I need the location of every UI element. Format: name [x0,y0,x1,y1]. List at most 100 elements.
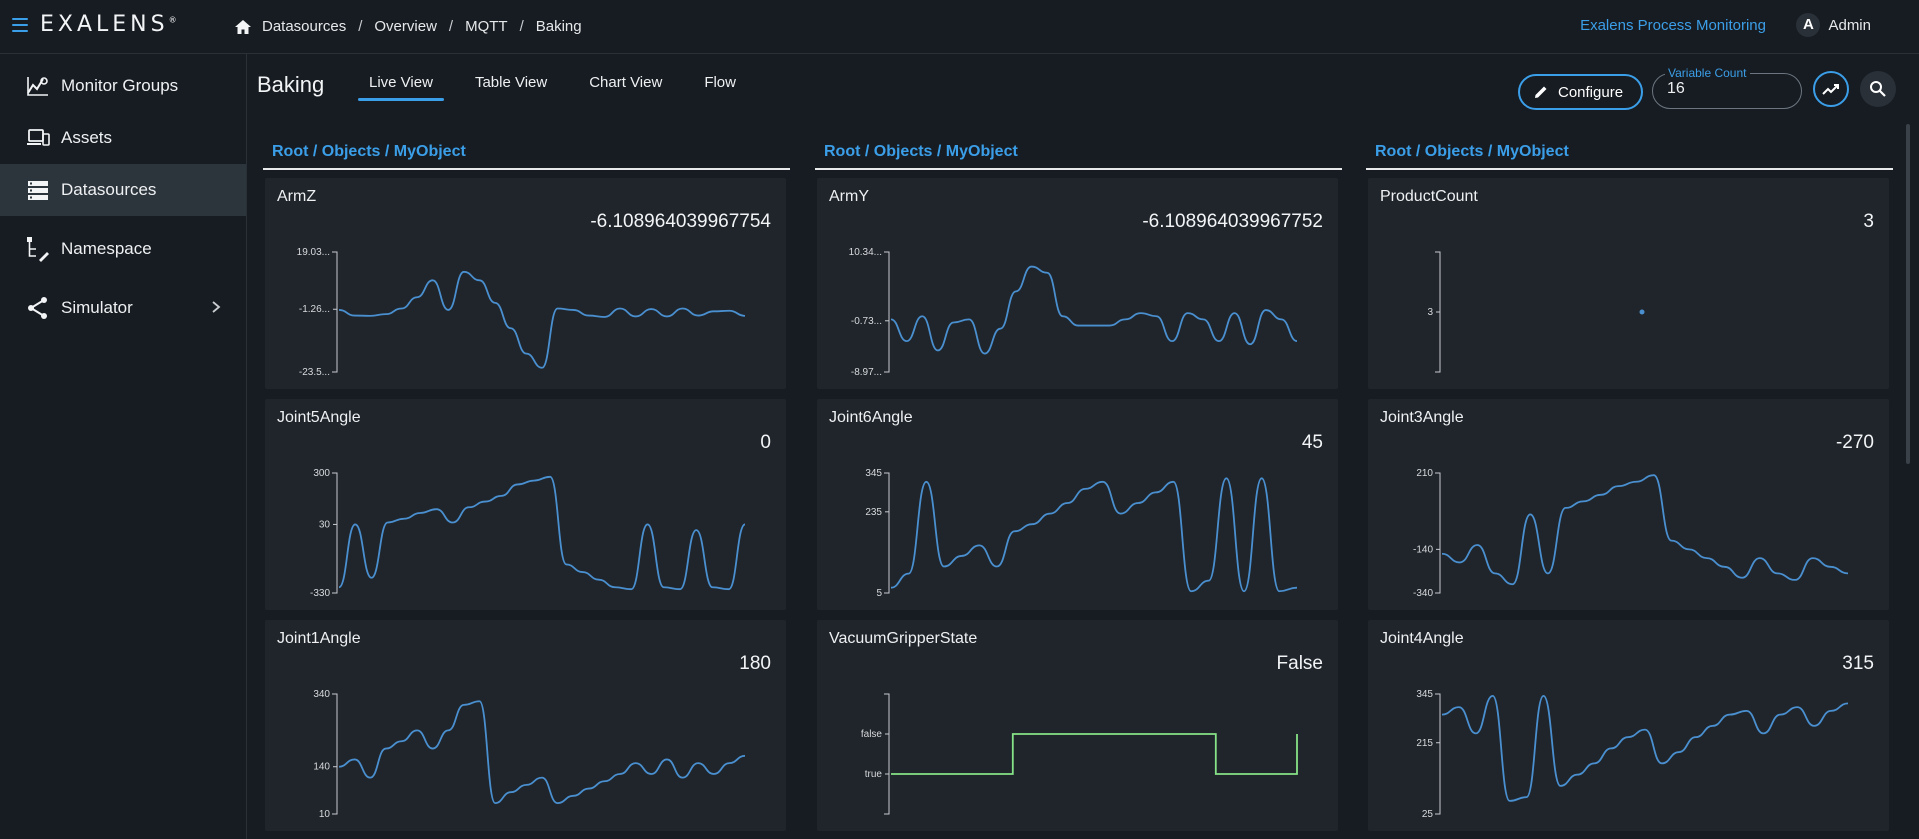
sidebar-item-label: Monitor Groups [61,76,179,95]
sparkline-chart: 3 [1427,251,1645,373]
y-tick-label: 10 [319,809,331,820]
value-trend-line [338,270,746,369]
y-tick-label: 345 [1416,689,1433,700]
breadcrumb-overview[interactable]: Overview [374,18,437,35]
breadcrumb-mqtt[interactable]: MQTT [465,18,508,35]
variable-name: Joint5Angle [277,409,361,426]
main-content: Baking Live View Table View Chart View F… [248,54,1919,839]
sparkline-chart: 10.34... -0.73... -8.97... [849,247,1298,378]
page-title: Baking [257,72,325,97]
sparkline-chart: 345 215 25 [1416,689,1849,820]
y-tick-label: 19.03... [297,247,330,258]
variable-value: 180 [739,653,771,674]
value-trend-line [1441,694,1849,802]
process-monitoring-link[interactable]: Exalens Process Monitoring [1580,17,1766,34]
object-path-link[interactable]: Root / Objects / MyObject [263,140,790,170]
sidebar-item-label: Namespace [61,239,152,258]
y-tick-label: -0.73... [851,316,882,327]
scrollbar[interactable] [1906,124,1910,464]
assets-icon [27,129,50,146]
variable-count-input[interactable] [1667,80,1787,98]
state-step-line [891,733,1298,775]
y-tick-label: true [865,769,883,780]
y-tick-label: 210 [1416,468,1433,479]
variable-name: VacuumGripperState [829,630,978,647]
variable-name: Joint3Angle [1380,409,1464,426]
avatar: A [1796,13,1821,37]
simulator-icon [28,297,47,319]
sidebar-item-simulator[interactable]: Simulator [0,282,246,334]
sparkline-chart: false true [861,693,1298,815]
search-button[interactable] [1860,71,1896,107]
variable-card[interactable]: ArmZ -6.108964039967754 19.03... -1.26... -2… [265,178,786,389]
sparkline-chart: 19.03... -1.26... -23.5... [297,247,746,378]
y-axis [884,472,890,594]
variable-card[interactable]: Joint3Angle -270 210 -140 -340 [1368,399,1889,610]
y-tick-label: 5 [876,588,882,599]
object-column: Root / Objects / MyObject ArmZ -6.10896403… [263,140,790,831]
breadcrumb: Datasources / Overview / MQTT / Baking [234,18,582,35]
sidebar-item-assets[interactable]: Assets [0,112,246,164]
tab-live-view[interactable]: Live View [358,74,444,101]
value-trend-line [1441,474,1849,586]
variable-count-field: Variable Count [1652,66,1802,109]
variable-value: -6.108964039967752 [1142,211,1323,232]
y-tick-label: 345 [865,468,882,479]
variable-value: False [1276,653,1323,674]
value-trend-line [338,475,746,591]
variable-value: 3 [1863,211,1874,232]
pencil-icon [1535,86,1547,98]
brand-logo[interactable]: EXALENS® [40,12,177,37]
object-path-link[interactable]: Root / Objects / MyObject [815,140,1342,170]
sidebar-item-datasources[interactable]: Datasources [0,164,246,216]
chevron-right-icon[interactable] [210,300,222,314]
y-tick-label: 235 [865,507,882,518]
y-tick-label: -1.26... [299,304,330,315]
variable-name: ArmZ [277,188,317,205]
y-tick-label: -8.97... [851,367,882,378]
y-tick-label: 140 [313,762,330,773]
y-tick-label: 10.34... [849,247,882,258]
value-trend-line [890,265,1298,355]
tab-flow[interactable]: Flow [704,74,736,91]
y-axis [332,693,338,815]
search-icon [1870,81,1886,97]
variable-card[interactable]: VacuumGripperState False false true [817,620,1338,831]
data-point [1639,309,1645,315]
user-menu[interactable]: A Admin [1796,13,1871,37]
sidebar: Monitor Groups Assets Datasources Namesp… [0,54,247,839]
configure-button[interactable]: Configure [1518,74,1644,110]
y-tick-label: -140 [1413,544,1433,555]
variable-card[interactable]: ProductCount 3 3 [1368,178,1889,389]
y-tick-label: 30 [319,519,331,530]
y-tick-label: -23.5... [299,367,330,378]
variable-card[interactable]: ArmY -6.108964039967752 10.34... -0.73... -8… [817,178,1338,389]
variable-value: -6.108964039967754 [590,211,771,232]
trend-toggle-button[interactable] [1813,71,1849,107]
sidebar-item-monitor-groups[interactable]: Monitor Groups [0,60,246,112]
breadcrumb-datasources[interactable]: Datasources [262,18,347,35]
configure-label: Configure [1558,83,1624,101]
trending-up-icon [1822,84,1839,95]
variable-value: -270 [1835,432,1874,453]
menu-icon[interactable] [12,18,28,32]
variable-card[interactable]: Joint5Angle 0 300 30 -330 [265,399,786,610]
tab-chart-view[interactable]: Chart View [589,74,663,91]
sidebar-item-label: Simulator [61,298,133,317]
sidebar-item-namespace[interactable]: Namespace [0,216,246,282]
y-tick-label: 340 [313,689,330,700]
y-tick-label: 300 [313,468,330,479]
y-axis [332,472,338,594]
y-tick-label: -330 [310,588,330,599]
variable-card[interactable]: Joint1Angle 180 340 140 10 [265,620,786,831]
y-tick-label: false [861,729,883,740]
variable-count-label: Variable Count [1665,66,1750,80]
variable-card[interactable]: Joint4Angle 315 345 215 25 [1368,620,1889,831]
breadcrumb-separator: / [519,18,524,35]
object-path-link[interactable]: Root / Objects / MyObject [1366,140,1893,170]
variable-card[interactable]: Joint6Angle 45 345 235 5 [817,399,1338,610]
tab-table-view[interactable]: Table View [474,74,548,91]
home-icon[interactable] [234,19,252,35]
y-tick-label: 25 [1422,809,1434,820]
y-tick-label: 3 [1427,307,1433,318]
